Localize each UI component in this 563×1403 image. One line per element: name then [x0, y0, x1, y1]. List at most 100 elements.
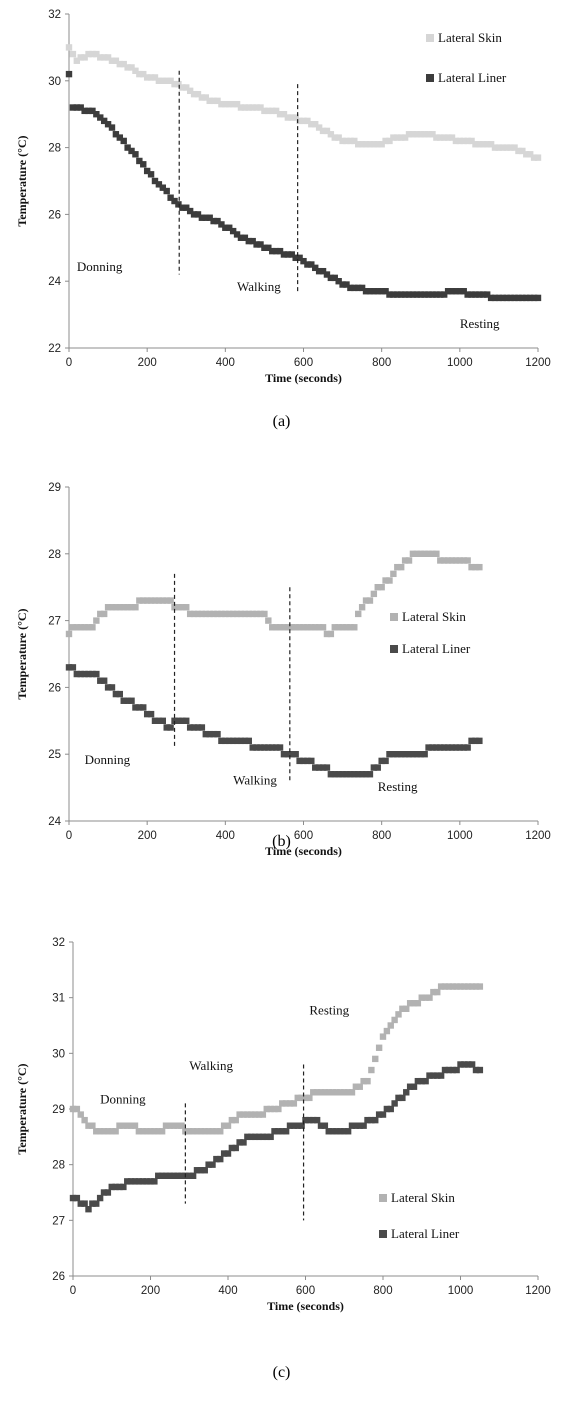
data-point	[186, 87, 194, 95]
data-point	[360, 1122, 367, 1129]
data-point	[240, 1139, 247, 1146]
data-point	[300, 257, 307, 265]
data-point	[405, 557, 413, 564]
data-point	[193, 1128, 201, 1135]
data-point	[81, 1200, 88, 1207]
data-point	[530, 154, 538, 161]
data-point	[155, 181, 163, 188]
data-point	[108, 684, 116, 691]
data-point	[120, 60, 127, 68]
data-point	[253, 610, 260, 618]
chart-a-plot: 22 24 26 28 30 32 0 200 400 600 800 1000 1200 Time (s…	[15, 9, 551, 385]
data-point	[441, 134, 448, 141]
legend-label: Lateral Liner	[438, 70, 507, 85]
data-point	[296, 757, 303, 765]
data-point	[77, 54, 84, 61]
data-point	[237, 234, 245, 241]
data-point	[317, 1122, 325, 1129]
data-point	[108, 1128, 115, 1135]
data-point	[417, 550, 424, 557]
data-point	[100, 677, 108, 684]
data-point	[325, 1128, 332, 1135]
data-point	[507, 144, 514, 151]
data-point	[233, 100, 241, 108]
data-point	[186, 207, 194, 215]
data-point	[468, 563, 475, 571]
data-point	[339, 281, 346, 288]
data-point	[425, 131, 432, 138]
data-point	[511, 294, 518, 302]
data-point	[401, 557, 409, 564]
data-point	[441, 1066, 449, 1074]
data-point	[325, 1089, 332, 1096]
data-point	[453, 983, 460, 990]
legend: Lateral Skin Lateral Liner	[390, 609, 471, 656]
data-point	[248, 1111, 255, 1118]
data-point	[374, 141, 381, 148]
y-axis-title: Temperature (°C)	[15, 1063, 29, 1154]
legend-swatch	[390, 613, 398, 621]
data-point	[329, 1128, 336, 1135]
data-point	[327, 630, 335, 638]
data-point	[124, 144, 131, 151]
data-point	[437, 557, 444, 564]
data-point	[386, 751, 393, 758]
data-point	[362, 597, 370, 604]
data-point	[382, 137, 389, 145]
data-point	[472, 1066, 480, 1074]
data-point	[472, 983, 480, 990]
data-point	[151, 1128, 158, 1135]
data-point	[77, 1111, 84, 1118]
data-point	[104, 1189, 112, 1196]
data-point	[249, 104, 256, 111]
data-point	[261, 244, 268, 251]
data-point	[201, 1128, 208, 1135]
data-point	[267, 1105, 274, 1113]
data-point	[366, 597, 374, 604]
data-point	[374, 584, 381, 591]
data-point	[335, 278, 342, 285]
data-point	[85, 107, 92, 115]
data-point	[269, 107, 276, 115]
data-point	[85, 624, 92, 631]
data-point	[197, 1167, 205, 1174]
data-point	[178, 1172, 185, 1179]
data-point	[112, 57, 120, 64]
data-point	[151, 597, 159, 604]
data-point	[259, 1133, 267, 1141]
chart-b-plot: 24 25 26 27 28 29 0 200 400 600 800 1000 1200 Time (s…	[15, 482, 551, 858]
data-point	[159, 184, 166, 191]
data-point	[437, 1072, 445, 1079]
data-point	[468, 137, 475, 145]
data-point	[460, 288, 467, 295]
data-point	[468, 737, 475, 745]
data-point	[284, 114, 292, 121]
data-point	[401, 751, 409, 758]
data-point	[378, 141, 385, 148]
data-point	[275, 1128, 282, 1135]
data-point	[166, 1172, 174, 1179]
data-point	[391, 1100, 398, 1107]
data-point	[108, 124, 116, 131]
chart-panel-c: 26 27 28 29 30 31 32 0 200 400 600 800 1000 1200 Time …	[0, 925, 563, 1395]
phase-label-walking: Walking	[237, 279, 281, 294]
data-point	[112, 1183, 119, 1191]
data-point	[271, 1105, 278, 1113]
data-point	[313, 1089, 321, 1096]
data-point	[135, 1178, 143, 1185]
data-point	[453, 1066, 460, 1074]
data-point	[398, 563, 405, 571]
y-axis-title: Temperature (°C)	[15, 135, 29, 226]
data-point	[413, 751, 421, 758]
data-point	[441, 744, 448, 751]
legend: Lateral Skin Lateral Liner	[426, 30, 507, 85]
data-point	[97, 114, 104, 121]
data-point	[124, 64, 131, 71]
data-point	[69, 104, 77, 111]
x-axis-title: Time (seconds)	[265, 844, 342, 858]
data-point	[382, 757, 389, 765]
data-point	[426, 994, 433, 1001]
data-point	[159, 77, 166, 84]
data-point	[124, 697, 131, 704]
data-point	[131, 1122, 139, 1129]
